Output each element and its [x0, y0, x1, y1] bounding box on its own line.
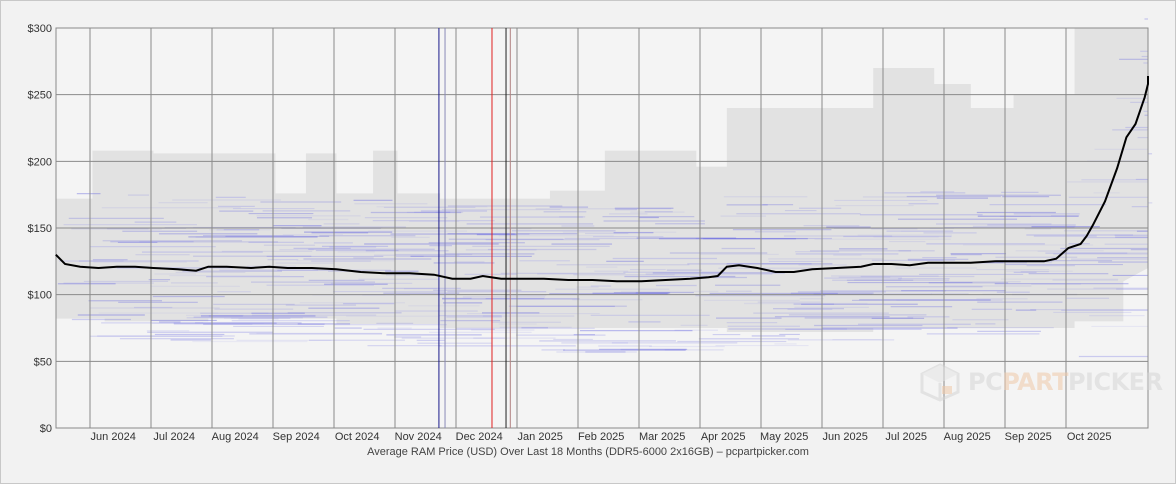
- x-tick-label: Nov 2024: [395, 431, 442, 443]
- x-tick-label: Jul 2024: [153, 431, 195, 443]
- x-tick-label: Jun 2025: [823, 431, 868, 443]
- y-tick-label: $50: [34, 356, 52, 368]
- y-tick-label: $0: [40, 423, 52, 435]
- y-tick-label: $250: [28, 90, 52, 102]
- grid: [55, 27, 1149, 429]
- x-tick-label: Jun 2024: [91, 431, 136, 443]
- x-tick-label: Oct 2025: [1067, 431, 1112, 443]
- axes: $0 $50 $100 $150 $200 $250 $300 Jun 2024 Jul 202…: [28, 23, 1112, 443]
- y-tick-label: $300: [28, 23, 52, 35]
- plot-border: [55, 27, 1149, 429]
- x-tick-label: Sep 2025: [1005, 431, 1052, 443]
- x-tick-label: Apr 2025: [701, 431, 746, 443]
- x-tick-label: Aug 2024: [212, 431, 259, 443]
- average-price-line: [55, 76, 1149, 283]
- listing-price-lines: [57, 18, 1153, 358]
- x-tick-label: Oct 2024: [335, 431, 380, 443]
- chart-caption: Average RAM Price (USD) Over Last 18 Mon…: [367, 446, 809, 458]
- price-range-band: [56, 28, 1148, 332]
- x-tick-label: Sep 2024: [273, 431, 320, 443]
- series: [55, 76, 1149, 283]
- x-tick-label: May 2025: [760, 431, 808, 443]
- x-tick-label: Mar 2025: [639, 431, 685, 443]
- y-tick-label: $200: [28, 156, 52, 168]
- x-tick-label: Aug 2025: [944, 431, 991, 443]
- x-tick-label: Dec 2024: [456, 431, 503, 443]
- x-tick-label: Jan 2025: [518, 431, 563, 443]
- watermark-text: PCPARTPICKER: [968, 368, 1163, 396]
- y-tick-label: $100: [28, 290, 52, 302]
- pcpartpicker-logo-icon: [920, 363, 960, 402]
- y-tick-label: $150: [28, 223, 52, 235]
- pcpartpicker-watermark: PCPARTPICKER: [918, 362, 1163, 402]
- x-tick-label: Jul 2025: [885, 431, 927, 443]
- event-markers: [438, 28, 511, 428]
- x-tick-label: Feb 2025: [578, 431, 624, 443]
